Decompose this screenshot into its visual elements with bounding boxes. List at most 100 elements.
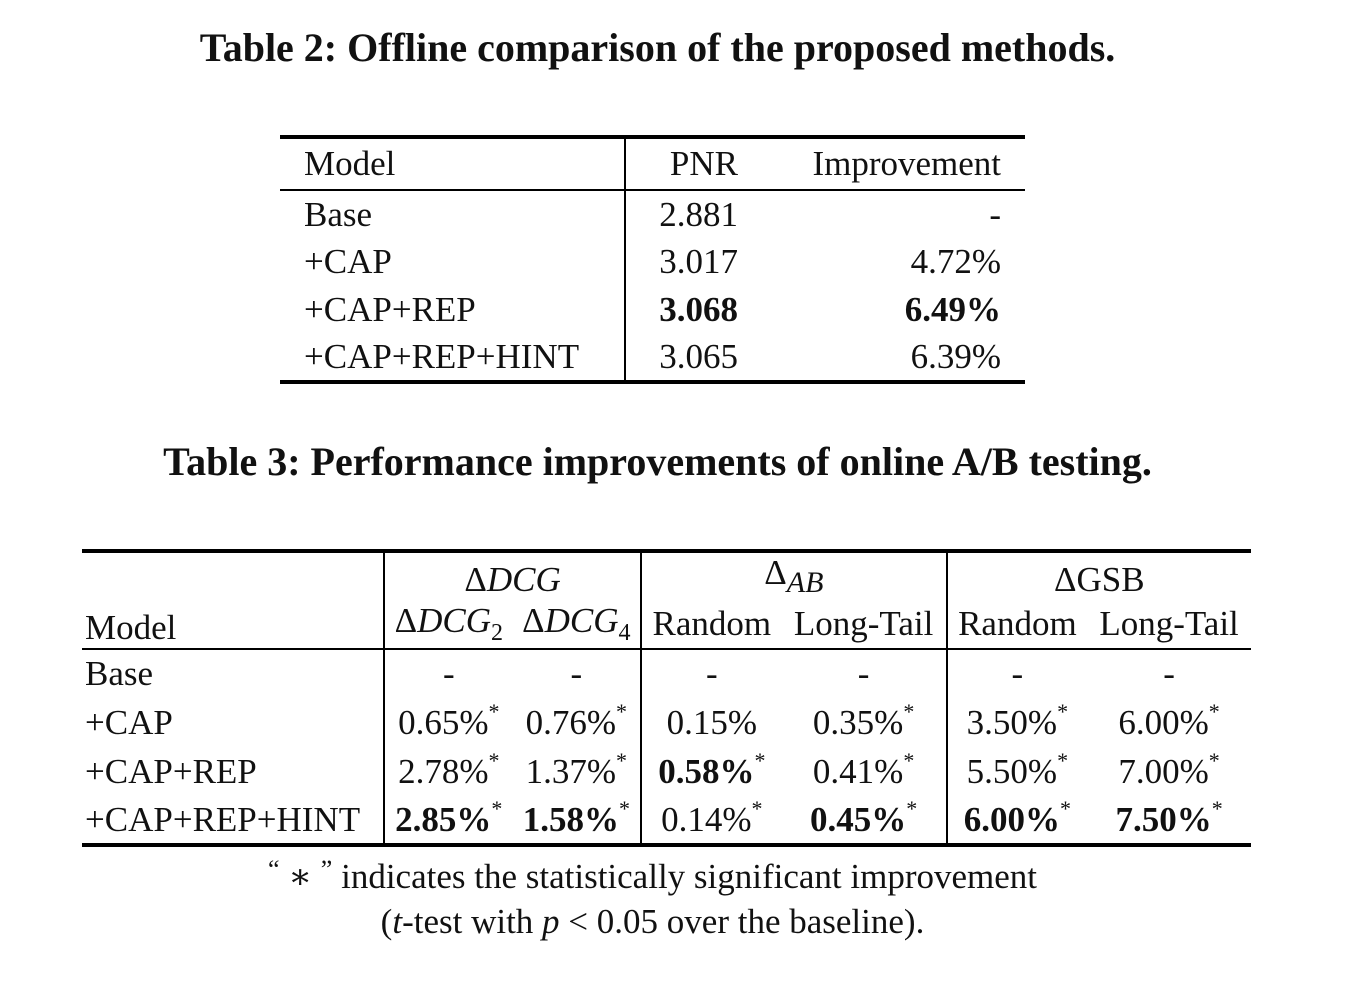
subheader-ab-random: Random bbox=[641, 600, 782, 650]
subheader-ab-longtail: Long-Tail bbox=[781, 600, 948, 650]
value-text: - bbox=[857, 654, 870, 693]
significance-mark: * bbox=[906, 795, 918, 821]
significance-mark: * bbox=[1059, 795, 1071, 821]
significance-mark: * bbox=[903, 698, 915, 724]
value-cell: - bbox=[781, 649, 948, 698]
value-cell: 0.14%* bbox=[641, 796, 782, 845]
value-cell: - bbox=[1087, 649, 1251, 698]
table-3-online-ab-testing: Model ΔDCG ΔAB ΔGSB ΔDCG2 ΔDCG4 Random L… bbox=[82, 549, 1251, 847]
value-cell: 2.85%* bbox=[384, 796, 513, 845]
value-text: 0.65% bbox=[398, 702, 489, 742]
value-text: 0.41% bbox=[812, 751, 904, 791]
significance-mark: * bbox=[618, 795, 630, 821]
value-text: - bbox=[442, 654, 455, 693]
table-row: +CAP+REP 2.78%* 1.37%* 0.58%* 0.41%* 5.50%* 7.… bbox=[82, 747, 1251, 796]
value-text: 1.37% bbox=[525, 751, 617, 791]
improvement-cell: - bbox=[989, 194, 1001, 234]
significance-mark: * bbox=[1057, 747, 1069, 773]
header-improvement: Improvement bbox=[738, 137, 1025, 191]
table-row: +CAP 0.65%* 0.76%* 0.15% 0.35%* 3.50%* 6.00%* bbox=[82, 698, 1251, 747]
significance-mark: * bbox=[616, 698, 628, 724]
table-row: +CAP+REP+HINT 3.065 6.39% bbox=[280, 334, 1025, 382]
model-cell: Base bbox=[82, 649, 385, 698]
table-2-caption: Table 2: Offline comparison of the propo… bbox=[199, 25, 1116, 70]
value-text: - bbox=[706, 654, 718, 693]
table-3-caption: Table 3: Performance improvements of onl… bbox=[163, 439, 1152, 484]
table-2-offline-comparison: Model PNR Improvement Base 2.881 - +CAP … bbox=[280, 135, 1025, 384]
significance-mark: * bbox=[488, 698, 500, 724]
significance-mark: * bbox=[616, 747, 628, 773]
table-row: +CAP+REP 3.068 6.49% bbox=[280, 286, 1025, 334]
model-cell: +CAP+REP+HINT bbox=[82, 796, 385, 845]
value-cell: - bbox=[947, 649, 1088, 698]
group-header-row: Model ΔDCG ΔAB ΔGSB bbox=[82, 551, 1251, 650]
subheader-dcg4: ΔDCG4 bbox=[512, 600, 643, 650]
model-cell: +CAP bbox=[82, 698, 385, 747]
value-cell: 7.00%* bbox=[1087, 747, 1251, 796]
value-cell: 0.58%* bbox=[641, 747, 782, 796]
table-row: +CAP+REP+HINT 2.85%* 1.58%* 0.14%* 0.45%* 6.0… bbox=[82, 796, 1251, 845]
value-text: 7.00% bbox=[1118, 751, 1209, 791]
improvement-cell: 4.72% bbox=[910, 242, 1001, 281]
subheader-gsb-random: Random bbox=[946, 600, 1088, 650]
value-cell: 0.15% bbox=[641, 698, 782, 747]
value-text: 0.35% bbox=[812, 702, 904, 742]
value-text: - bbox=[1163, 654, 1175, 693]
value-cell: 0.35%* bbox=[781, 698, 948, 747]
model-cell: +CAP bbox=[280, 238, 626, 286]
table-3-body: Base - - - - - - +CAP 0.65%* 0.76%* 0.15% 0.35%* 3.5… bbox=[82, 649, 1251, 845]
subheader-gsb-longtail: Long-Tail bbox=[1087, 600, 1251, 650]
improvement-cell: 6.39% bbox=[910, 337, 1001, 376]
significance-symbol: ∗ bbox=[288, 857, 313, 896]
header-model: Model bbox=[280, 137, 626, 191]
value-text: - bbox=[1011, 654, 1024, 693]
table-row: Base 2.881 - bbox=[280, 190, 1025, 238]
improvement-cell-best: 6.49% bbox=[904, 290, 1001, 329]
value-cell: 0.65%* bbox=[384, 698, 513, 747]
value-cell: 2.78%* bbox=[384, 747, 513, 796]
group-header-ab: ΔAB bbox=[641, 551, 948, 600]
value-text: 0.45% bbox=[809, 799, 907, 839]
pnr-cell: 3.065 bbox=[659, 337, 738, 376]
significance-mark: * bbox=[491, 795, 503, 821]
value-cell: - bbox=[641, 649, 782, 698]
value-text: 2.78% bbox=[398, 751, 489, 791]
value-cell: - bbox=[512, 649, 643, 698]
value-cell: 1.58%* bbox=[512, 795, 643, 845]
significance-mark: * bbox=[903, 747, 915, 773]
significance-mark: * bbox=[1057, 698, 1069, 724]
value-cell: 3.50%* bbox=[947, 698, 1088, 747]
model-cell: +CAP+REP+HINT bbox=[280, 334, 626, 382]
header-model: Model bbox=[82, 551, 385, 650]
pnr-cell: 3.017 bbox=[659, 242, 738, 281]
footnote-line-1: “ ∗ ” indicates the statistically signif… bbox=[267, 855, 1038, 896]
value-cell: 0.41%* bbox=[781, 747, 948, 796]
significance-mark: * bbox=[754, 747, 766, 773]
model-cell: Base bbox=[280, 190, 626, 238]
value-text: 0.58% bbox=[658, 751, 755, 791]
value-text: - bbox=[570, 654, 583, 693]
pnr-cell-best: 3.068 bbox=[659, 290, 738, 329]
subheader-dcg2: ΔDCG2 bbox=[384, 600, 513, 650]
group-header-gsb: ΔGSB bbox=[1054, 560, 1145, 599]
significance-mark: * bbox=[1208, 747, 1220, 773]
value-cell: 7.50%* bbox=[1087, 796, 1251, 845]
significance-mark: * bbox=[488, 747, 500, 773]
pnr-cell: 2.881 bbox=[659, 194, 738, 234]
value-cell: - bbox=[384, 649, 513, 698]
value-text: 2.85% bbox=[395, 799, 492, 839]
model-cell: +CAP+REP bbox=[280, 286, 626, 334]
value-cell: 6.00%* bbox=[947, 796, 1088, 845]
footnote-line-2: (t-test with p < 0.05 over the baseline)… bbox=[380, 902, 925, 941]
value-cell: 1.37%* bbox=[512, 747, 643, 796]
model-cell: +CAP+REP bbox=[82, 747, 385, 796]
value-text: 0.15% bbox=[666, 702, 758, 742]
value-text: 7.50% bbox=[1115, 799, 1212, 839]
table-header-row: Model PNR Improvement bbox=[280, 137, 1025, 191]
significance-mark: * bbox=[1211, 795, 1223, 821]
value-text: 0.76% bbox=[525, 702, 617, 742]
significance-mark: * bbox=[1208, 698, 1220, 724]
group-header-dcg: ΔDCG bbox=[384, 551, 643, 600]
table-row: +CAP 3.017 4.72% bbox=[280, 238, 1025, 286]
header-pnr: PNR bbox=[625, 137, 738, 191]
